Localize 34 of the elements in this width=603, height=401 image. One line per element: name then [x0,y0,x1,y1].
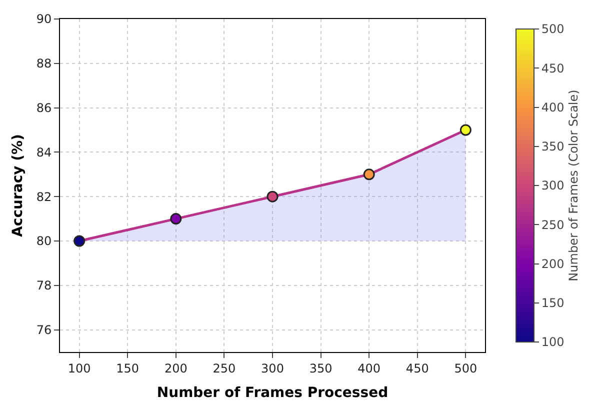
x-tick-label: 500 [454,361,478,376]
point [74,235,86,247]
point [460,124,472,136]
y-tick-label: 84 [36,145,52,160]
color-bar-label: 300 [541,178,564,193]
y-tick-label: 80 [36,234,52,248]
x-tick-label: 300 [261,361,284,376]
x-tick-label: 450 [406,361,429,376]
y-axis-title: Accuracy (%) [10,134,26,237]
x-tick-label: 250 [212,361,236,376]
y-tick-label: 78 [36,278,52,293]
x-tick-label: 200 [164,361,188,376]
y-tick-label: 88 [36,56,52,71]
color-bar-label: 100 [541,335,564,350]
color-bar-label: 150 [541,296,564,310]
color-bar-title: Number of Frames (Color Scale) [566,90,580,282]
x-tick-label: 100 [68,361,91,376]
color-bar-label: 350 [541,140,564,154]
y-tick-label: 86 [36,101,52,115]
point [170,213,182,225]
x-tick-label: 150 [116,361,140,376]
y-tick-label: 90 [36,12,52,26]
x-tick-label: 400 [358,361,381,376]
color-bar-label: 200 [541,256,564,271]
color-bar-label: 500 [541,22,564,36]
x-tick-label: 350 [309,361,332,376]
color-bar-label: 450 [541,61,564,76]
y-tick-label: 76 [36,323,52,337]
point [363,168,375,180]
x-axis-title: Number of Frames Processed [156,385,388,401]
point [266,190,278,202]
color-bar-label: 400 [541,100,564,114]
y-tick-label: 82 [36,190,52,204]
color-bar-label: 250 [541,218,564,232]
